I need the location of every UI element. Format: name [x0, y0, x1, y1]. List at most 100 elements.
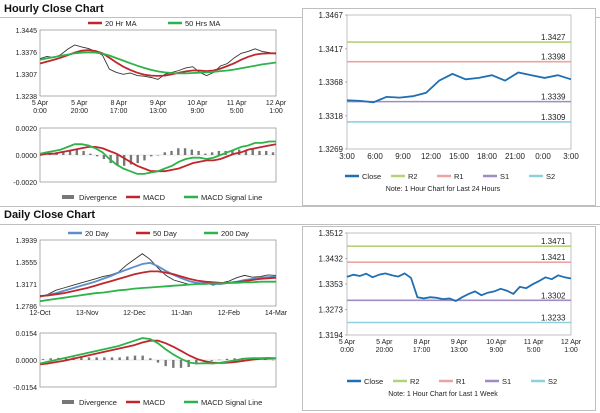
y-tick-label: 1.3273 [319, 306, 344, 315]
divergence-bar [129, 155, 133, 165]
divergence-bar [244, 150, 248, 155]
series-line-macd [39, 337, 277, 365]
level-label-s2: 1.3309 [541, 113, 566, 122]
divergence-bar [87, 357, 91, 360]
divergence-bar [122, 155, 126, 166]
divergence-bar [271, 152, 275, 155]
divergence-bar [271, 359, 275, 361]
divergence-bar [231, 150, 234, 155]
section-divider [0, 17, 600, 18]
divergence-bar [68, 150, 72, 155]
x-tick-label: 5 Apr 20:00 [376, 339, 394, 354]
divergence-bar [170, 150, 173, 155]
series-line-macd-signal [39, 339, 277, 366]
legend-item-20-hr-ma: 20 Hr MA [105, 19, 137, 28]
x-tick-label: 8 Apr 17:00 [110, 100, 128, 115]
x-tick-label: 6:00 [367, 152, 383, 161]
divergence-bar [156, 155, 160, 156]
divergence-bar [80, 357, 83, 360]
legend-item-50-day: 50 Day [153, 229, 177, 238]
divergence-bar [190, 149, 194, 155]
y-tick-label: 1.3417 [319, 45, 344, 54]
legend-item-20-day: 20 Day [85, 229, 109, 238]
legend-item-macd-signal-line: MACD Signal Line [201, 193, 262, 202]
divergence-bar [172, 360, 175, 368]
x-tick-label: 11 Apr 5:00 [227, 100, 247, 115]
y-tick-label: 0.0020 [16, 126, 38, 133]
y-tick-label: 1.3307 [16, 72, 38, 79]
divergence-bar [103, 357, 106, 360]
divergence-bar [141, 355, 144, 360]
legend-item-200-day: 200 Day [221, 229, 249, 238]
y-tick-label: 0.0000 [16, 358, 38, 365]
level-label-s1: 1.3339 [541, 93, 566, 102]
legend-item-macd-signal-line: MACD Signal Line [201, 398, 262, 407]
divergence-bar [95, 155, 99, 157]
x-tick-label: 12 Apr 1:00 [561, 339, 582, 354]
divergence-bar [197, 150, 200, 155]
legend-item-close: Close [362, 172, 381, 181]
divergence-bar [118, 357, 121, 360]
legend-item-divergence: Divergence [79, 193, 117, 202]
divergence-bar [89, 153, 92, 155]
series-line-200-day [39, 280, 276, 303]
plot-frame [346, 14, 572, 150]
divergence-bar [150, 155, 153, 157]
level-label-r1: 1.3421 [541, 253, 566, 262]
legend-item-s2: S2 [546, 172, 555, 181]
legend-item-close: Close [364, 377, 383, 386]
x-tick-label: 5 Apr 0:00 [339, 339, 356, 354]
plot-frame [39, 29, 277, 97]
y-tick-label: 0.0000 [16, 153, 38, 160]
x-tick-label: 15:00 [449, 152, 470, 161]
y-tick-label: 1.3269 [319, 145, 344, 154]
divergence-bar [116, 155, 119, 166]
x-tick-label: 12-Feb [218, 310, 240, 317]
legend-item-s2: S2 [548, 377, 557, 386]
divergence-bar [95, 357, 98, 360]
divergence-bar [217, 150, 221, 155]
x-tick-label: 3:00 [563, 152, 579, 161]
x-tick-label: 12-Oct [29, 310, 50, 317]
level-label-r2: 1.3427 [541, 33, 566, 42]
series-line-50-hrs-ma [39, 51, 277, 75]
level-label-r2: 1.3471 [541, 237, 566, 246]
y-tick-label: 1.3939 [16, 238, 38, 245]
daily-macd-chart: 0.0154 0.0000 -0.0154 Divergence MACD MACD Si… [13, 331, 277, 407]
divergence-bar [49, 358, 52, 360]
y-tick-label: 1.3368 [319, 78, 344, 87]
divergence-bar [251, 149, 254, 155]
legend-item-r1: R1 [456, 377, 466, 386]
level-label-s2: 1.3233 [541, 313, 566, 322]
y-tick-label: 1.3318 [319, 112, 344, 121]
series-line-20-hr-ma [39, 49, 276, 77]
divergence-bar [64, 357, 68, 360]
divergence-bar [187, 360, 190, 368]
divergence-bar [225, 358, 229, 360]
series-line-close [39, 44, 277, 80]
legend-item-s1: S1 [500, 172, 509, 181]
y-tick-label: 1.3238 [16, 94, 38, 101]
legend-item-macd: MACD [143, 193, 166, 202]
divergence-bar [102, 155, 106, 160]
divergence-bar [41, 359, 45, 360]
legend-item-divergence: Divergence [79, 398, 117, 407]
y-tick-label: 1.3512 [319, 229, 344, 238]
x-tick-label: 5 Apr 0:00 [32, 100, 49, 115]
hourly-macd-chart: 0.0020 0.0000 -0.0020 Divergence MACD MACD Si… [13, 126, 277, 202]
x-tick-label: 9 Apr 13:00 [149, 100, 167, 115]
divergence-bar [110, 357, 114, 360]
y-tick-label: 1.2786 [16, 304, 38, 311]
series-line-close [346, 272, 572, 303]
divergence-bar [143, 155, 146, 161]
x-tick-label: 12:00 [421, 152, 442, 161]
legend-item-divergence-swatch [62, 195, 74, 199]
divergence-bar [133, 355, 137, 360]
divergence-bar [126, 356, 129, 360]
section-divider [0, 206, 600, 207]
divergence-bar [62, 152, 65, 155]
divergence-bar [156, 360, 160, 363]
divergence-bar [163, 152, 166, 155]
